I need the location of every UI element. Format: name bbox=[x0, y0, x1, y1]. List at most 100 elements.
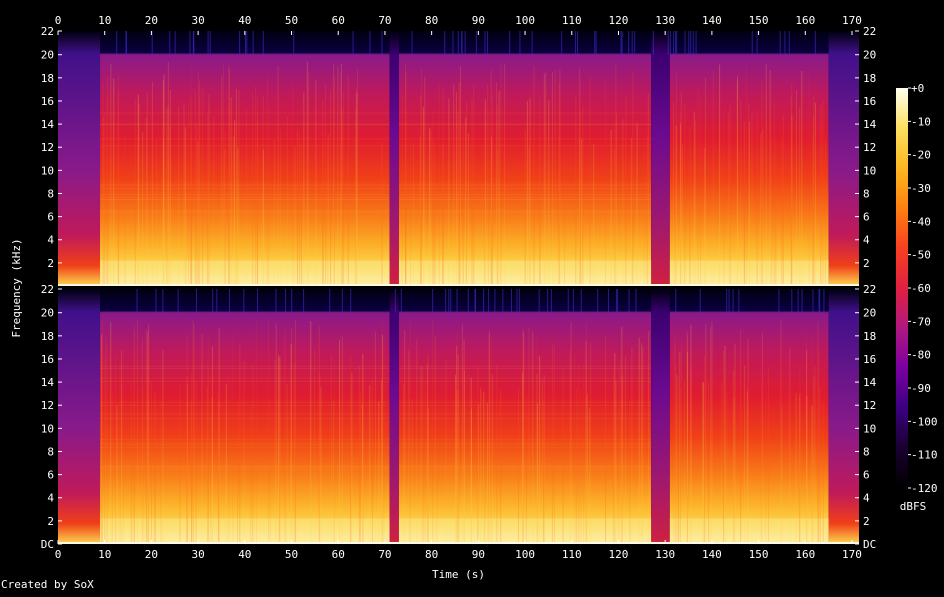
transient-streak bbox=[369, 385, 371, 544]
y-tick-label-right: DC bbox=[863, 538, 876, 551]
hf-streak bbox=[394, 289, 396, 313]
hf-streak bbox=[608, 289, 610, 313]
transient-streak bbox=[142, 131, 144, 286]
hf-streak bbox=[116, 31, 118, 55]
hf-streak bbox=[676, 31, 678, 55]
hf-streak bbox=[352, 31, 354, 55]
transient-streak bbox=[228, 104, 230, 287]
transient-streak bbox=[268, 320, 270, 544]
x-tick-label-top: 170 bbox=[842, 14, 862, 27]
transient-streak bbox=[151, 81, 153, 287]
hf-streak bbox=[381, 31, 383, 55]
segment-loud bbox=[669, 289, 829, 544]
y-tick-label-left: 10 bbox=[41, 422, 54, 435]
hf-streak bbox=[369, 31, 371, 55]
harmonic-line bbox=[100, 442, 390, 444]
y-tick-label-left: 2 bbox=[47, 257, 54, 270]
hf-streak bbox=[125, 31, 127, 55]
colorbar-tick-label: -90 bbox=[911, 382, 931, 395]
segment-break bbox=[651, 31, 670, 286]
transient-streak bbox=[693, 111, 695, 286]
transient-streak bbox=[327, 134, 329, 286]
transient-streak bbox=[456, 390, 458, 544]
harmonic-line bbox=[100, 468, 390, 470]
transient-streak bbox=[799, 392, 801, 544]
hf-streak bbox=[285, 289, 287, 313]
transient-streak bbox=[522, 372, 524, 544]
hf-streak bbox=[484, 31, 486, 55]
transient-streak bbox=[381, 380, 383, 544]
x-tick-label-bottom: 10 bbox=[98, 548, 111, 561]
transient-streak bbox=[427, 355, 429, 544]
transient-streak bbox=[228, 373, 230, 544]
hf-streak bbox=[162, 289, 164, 313]
transient-streak bbox=[442, 145, 444, 286]
transient-streak bbox=[605, 337, 607, 544]
channel-2-panel bbox=[58, 289, 859, 544]
hf-streak bbox=[788, 31, 790, 55]
colorbar-gradient bbox=[896, 88, 908, 488]
transient-streak bbox=[471, 98, 473, 286]
transient-streak bbox=[405, 110, 407, 287]
transient-streak bbox=[780, 319, 782, 544]
transient-streak bbox=[539, 136, 541, 286]
y-tick-label-right: 12 bbox=[863, 399, 876, 412]
transient-streak bbox=[593, 144, 595, 286]
transient-streak bbox=[711, 322, 713, 544]
hf-streak bbox=[155, 289, 157, 313]
transient-streak bbox=[114, 354, 116, 544]
transient-streak bbox=[330, 89, 332, 286]
transient-streak bbox=[409, 321, 411, 544]
transient-streak bbox=[518, 388, 520, 544]
hf-streak bbox=[635, 289, 637, 313]
transient-streak bbox=[817, 349, 819, 544]
transient-streak bbox=[243, 361, 245, 544]
transient-streak bbox=[232, 334, 234, 544]
transient-streak bbox=[356, 68, 358, 286]
harmonic-line bbox=[100, 199, 390, 201]
transient-streak bbox=[284, 330, 286, 544]
transient-streak bbox=[401, 95, 403, 286]
harmonic-line bbox=[398, 245, 652, 247]
x-tick-label-top: 160 bbox=[795, 14, 815, 27]
hf-streak bbox=[594, 31, 596, 55]
transient-streak bbox=[733, 397, 735, 544]
transient-streak bbox=[190, 62, 192, 286]
transient-streak bbox=[154, 393, 156, 544]
harmonic-line bbox=[100, 183, 390, 185]
transient-streak bbox=[528, 147, 530, 286]
transient-streak bbox=[462, 124, 464, 286]
transient-streak bbox=[695, 121, 697, 286]
transient-streak bbox=[522, 331, 524, 544]
hf-streak bbox=[192, 31, 194, 55]
transient-streak bbox=[583, 364, 585, 544]
transient-streak bbox=[624, 356, 626, 544]
hf-streak bbox=[738, 289, 740, 313]
hf-streak bbox=[174, 31, 176, 55]
transient-streak bbox=[383, 339, 385, 544]
transient-streak bbox=[142, 388, 144, 544]
transient-streak bbox=[268, 107, 270, 286]
hf-streak bbox=[262, 31, 264, 55]
y-tick-label-right: 2 bbox=[863, 515, 870, 528]
transient-streak bbox=[760, 382, 762, 544]
transient-streak bbox=[461, 324, 463, 544]
y-tick-label-left: 20 bbox=[41, 307, 54, 320]
transient-streak bbox=[459, 83, 461, 286]
transient-streak bbox=[581, 139, 583, 286]
harmonic-line bbox=[100, 193, 390, 195]
hf-streak bbox=[699, 289, 701, 313]
transient-streak bbox=[432, 320, 434, 544]
transient-streak bbox=[121, 350, 123, 544]
transient-streak bbox=[255, 322, 257, 544]
transient-streak bbox=[119, 362, 121, 544]
y-tick-label-left: 18 bbox=[41, 330, 54, 343]
transient-streak bbox=[333, 64, 335, 287]
hf-streak bbox=[475, 31, 477, 55]
transient-streak bbox=[355, 140, 357, 286]
transient-streak bbox=[236, 119, 238, 286]
x-tick-label-bottom: 50 bbox=[285, 548, 298, 561]
transient-streak bbox=[179, 384, 181, 544]
transient-streak bbox=[103, 113, 105, 286]
